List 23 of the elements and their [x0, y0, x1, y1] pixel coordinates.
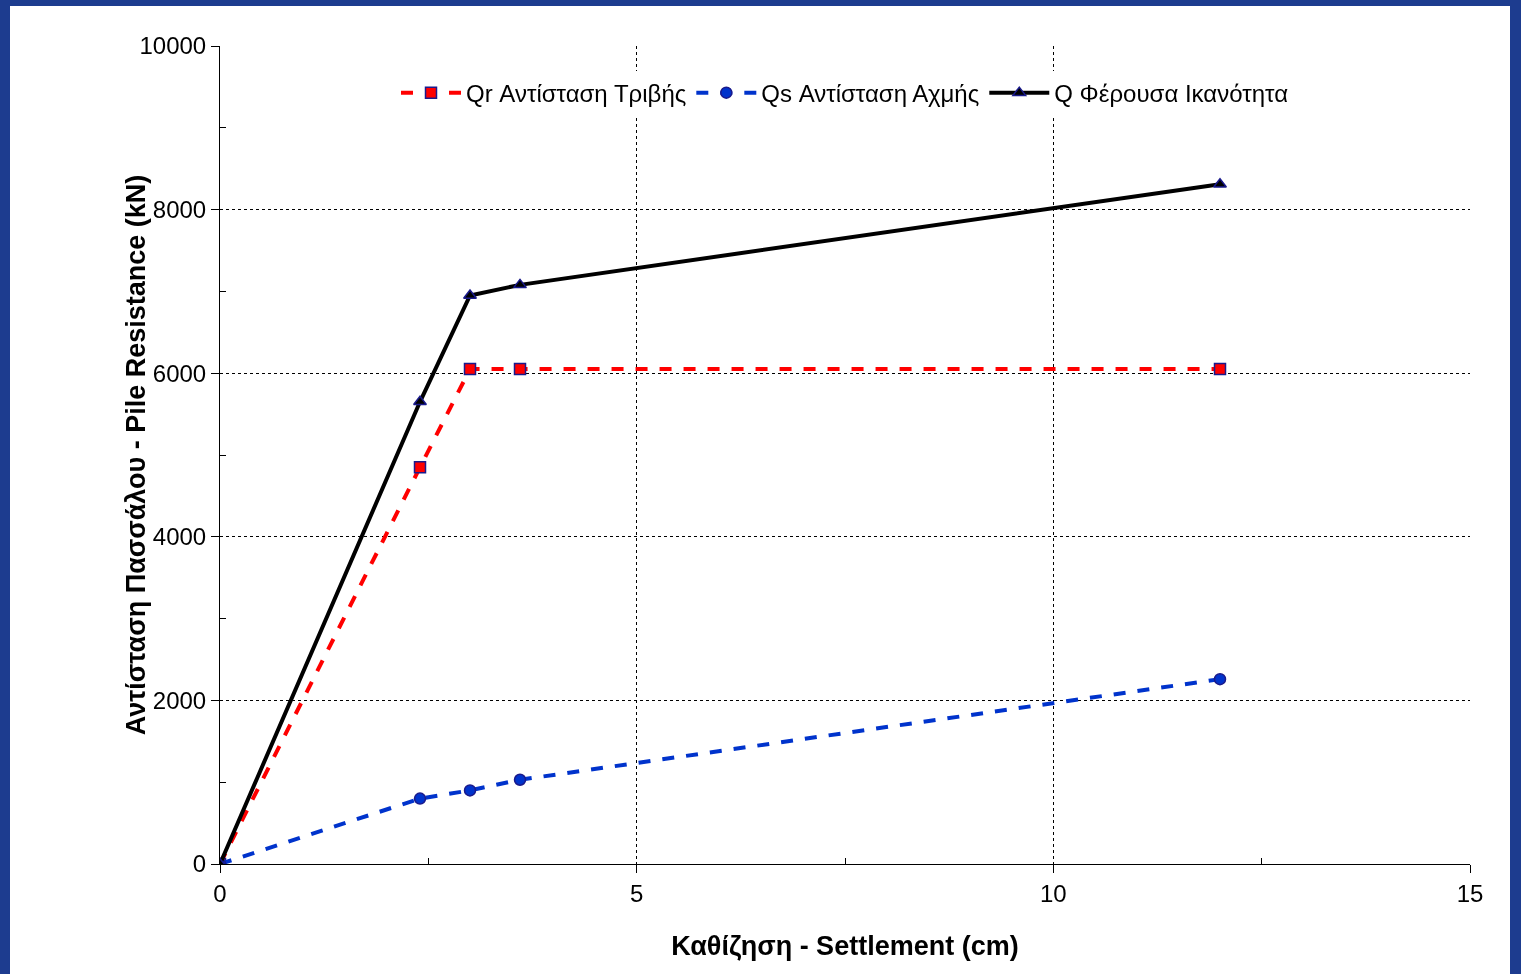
y-axis-title: Αντίσταση Πασσάλου - Pile Resistance (kN)	[120, 174, 151, 736]
point	[463, 362, 477, 376]
x-tick-label: 0	[213, 879, 227, 907]
y-tick-label: 0	[192, 850, 207, 878]
legend-label: Qs Αντίσταση Αχμής	[761, 80, 980, 107]
y-tick-label: 4000	[152, 523, 207, 551]
x-axis-title: Καθίζηση - Settlement (cm)	[671, 931, 1019, 961]
point	[1213, 362, 1227, 376]
x-tick-label: 10	[1039, 879, 1067, 907]
point	[463, 784, 477, 797]
legend-label: Qr Αντίσταση Τριβής	[466, 80, 687, 107]
point	[413, 461, 427, 474]
point	[1213, 672, 1227, 686]
point	[513, 773, 527, 786]
point	[513, 362, 527, 376]
y-tick-label: 6000	[152, 359, 207, 387]
y-tick-label: 2000	[152, 686, 207, 714]
x-tick-label: 15	[1456, 879, 1484, 907]
x-tick-label: 5	[629, 879, 644, 907]
point	[413, 792, 427, 805]
legend-label: Q Φέρουσα Ικανότητα	[1054, 80, 1289, 107]
y-tick-label: 10000	[139, 32, 207, 60]
y-tick-label: 8000	[152, 196, 207, 223]
